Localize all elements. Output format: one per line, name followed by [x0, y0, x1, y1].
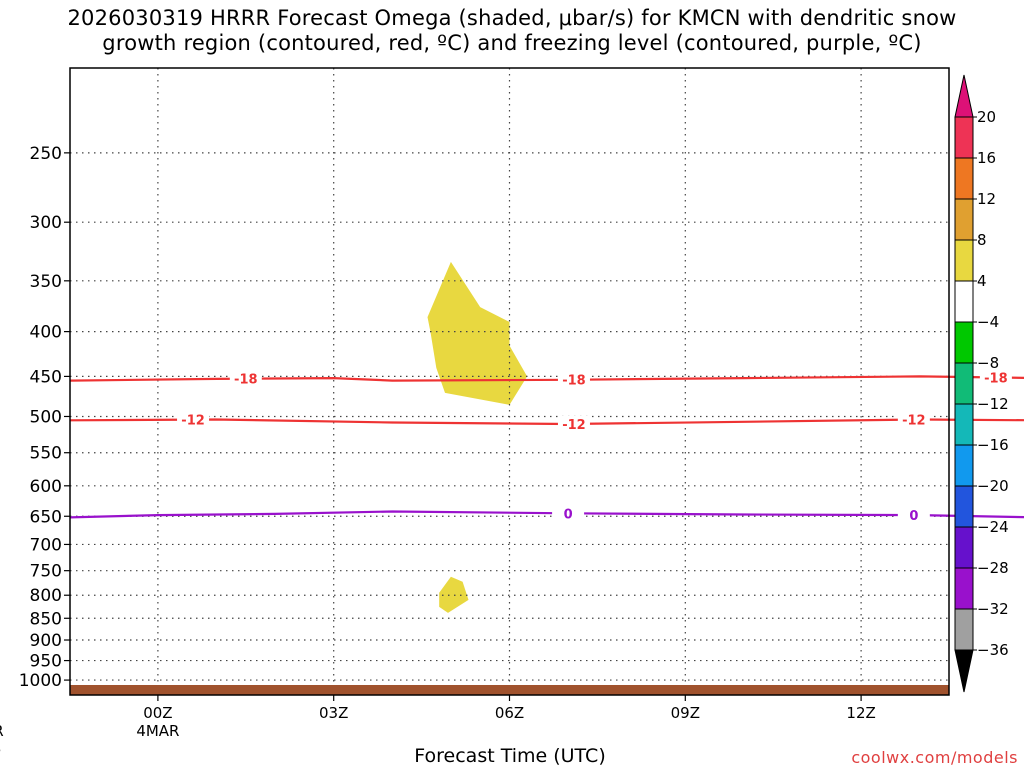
colorbar-swatch — [954, 321, 974, 364]
y-tick-label: 550 — [30, 444, 62, 464]
x-tick-label: 4MAR — [136, 722, 179, 740]
y-tick-label: 850 — [30, 609, 62, 629]
colorbar-label: −36 — [977, 641, 1009, 659]
x-tick-label: 3MAR — [0, 722, 4, 740]
colorbar-label: −24 — [977, 518, 1009, 536]
y-tick-label: 250 — [30, 144, 62, 164]
y-tick-label: 500 — [30, 407, 62, 427]
x-tick-label: 00Z — [143, 704, 172, 722]
colorbar-swatch — [954, 116, 974, 159]
contour-line--12 — [69, 418, 1024, 426]
y-tick-label: 800 — [30, 586, 62, 606]
y-tick-label: 350 — [30, 272, 62, 292]
contour-label: -18 — [234, 373, 258, 388]
y-tick-label: 400 — [30, 323, 62, 343]
colorbar: 20 16 12 8 4 −4 −8 −12 −16 −20 −24 −28 −32 −36 — [954, 74, 1009, 693]
contour-label: -12 — [562, 418, 586, 433]
colorbar-label: −28 — [977, 559, 1009, 577]
contour-label: -12 — [181, 414, 205, 429]
y-tick-label: 300 — [30, 213, 62, 233]
x-tick-label: 09Z — [671, 704, 700, 722]
x-axis-title: Forecast Time (UTC) — [414, 745, 606, 767]
colorbar-swatch — [954, 157, 974, 200]
y-tick-label: 450 — [30, 367, 62, 387]
y-tick-label: 750 — [30, 562, 62, 582]
colorbar-swatch — [954, 403, 974, 446]
colorbar-swatch — [954, 608, 974, 651]
contour-label-bg — [979, 369, 1012, 386]
colorbar-bottom-arrow — [954, 649, 974, 693]
y-tick-label: 700 — [30, 535, 62, 555]
x-axis-ticks: 21Z3MAR202600Z4MAR03Z06Z09Z12Z — [0, 695, 876, 758]
x-tick-label: 06Z — [495, 704, 524, 722]
contour-label-layer: -18 -18 -18 -12 -12 -12 0 0 — [177, 369, 1012, 524]
colorbar-swatch — [954, 362, 974, 405]
y-tick-label: 900 — [30, 631, 62, 651]
contour-label-bg — [229, 370, 262, 387]
contour-label: 0 — [564, 507, 573, 522]
omega-shaded-region-0 — [427, 261, 528, 405]
credit-link[interactable]: coolwx.com/models — [851, 748, 1018, 767]
colorbar-label: −12 — [977, 395, 1009, 413]
colorbar-label: 8 — [977, 231, 987, 249]
ground-fill — [70, 684, 949, 695]
x-tick-label: 12Z — [846, 704, 875, 722]
contour-label: -18 — [984, 372, 1008, 387]
y-tick-label: 950 — [30, 652, 62, 672]
colorbar-label: 20 — [977, 108, 996, 126]
colorbar-label: 12 — [977, 190, 996, 208]
colorbar-label: −32 — [977, 600, 1009, 618]
x-tick-label: 2026 — [0, 740, 1, 758]
contour-label-bg — [557, 415, 590, 432]
ground-layer — [70, 684, 949, 695]
contour-line--18 — [69, 375, 1024, 382]
colorbar-swatch — [954, 567, 974, 610]
grid-lines — [70, 68, 949, 695]
contour-label: -12 — [902, 414, 926, 429]
y-tick-label: 1000 — [19, 671, 62, 691]
y-axis-ticks: 2503003504004505005506006507007508008509… — [19, 144, 70, 691]
x-tick-label: 03Z — [319, 704, 348, 722]
colorbar-swatch — [954, 526, 974, 569]
contour-label-bg — [897, 507, 930, 524]
y-tick-label: 600 — [30, 477, 62, 497]
contour-label-bg — [557, 371, 590, 388]
contour-layer — [69, 375, 1024, 519]
colorbar-swatch — [954, 198, 974, 241]
colorbar-swatch — [954, 444, 974, 487]
y-tick-label: 650 — [30, 507, 62, 527]
colorbar-swatch — [954, 239, 974, 282]
contour-label: -18 — [562, 374, 586, 389]
colorbar-label: −4 — [977, 313, 999, 331]
chart-title: 2026030319 HRRR Forecast Omega (shaded, … — [67, 6, 957, 55]
contour-label-bg — [552, 505, 585, 522]
colorbar-swatch — [954, 280, 974, 323]
colorbar-label: 16 — [977, 149, 996, 167]
omega-shaded-region-1 — [439, 576, 469, 613]
omega-shading-layer — [427, 261, 528, 613]
contour-label: 0 — [909, 509, 918, 524]
colorbar-label: 4 — [977, 272, 987, 290]
colorbar-top-arrow — [954, 74, 974, 118]
contour-label-bg — [897, 411, 930, 428]
colorbar-label: −8 — [977, 354, 999, 372]
colorbar-label: −20 — [977, 477, 1009, 495]
contour-line-0 — [69, 510, 1024, 519]
colorbar-label: −16 — [977, 436, 1009, 454]
contour-label-bg — [177, 411, 210, 428]
colorbar-swatch — [954, 485, 974, 528]
